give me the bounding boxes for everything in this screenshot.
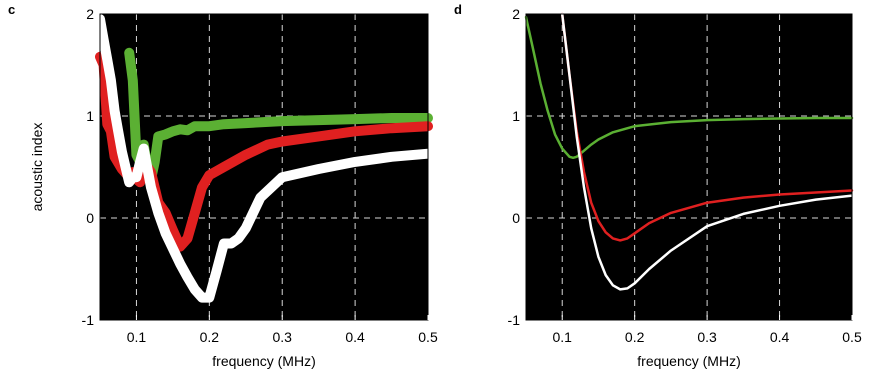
series-line-d-2 (560, 12, 854, 291)
x-tick-label-c: 0.4 (345, 329, 365, 345)
series-group-d (524, 12, 854, 321)
x-tick-label-d: 0.5 (842, 329, 862, 345)
x-tick-label-d: 0.1 (552, 329, 572, 345)
x-tick-label-c: 0.3 (272, 329, 292, 345)
x-axis-label-d: frequency (MHz) (637, 353, 740, 369)
panel-letter-d: d (454, 2, 462, 17)
y-axis-label-c: acoustic index (29, 123, 45, 212)
x-ticks-c: 0.1 0.2 0.3 0.4 0.5 (127, 315, 438, 345)
panel-d: d 0.1 0.2 0.3 0.4 0.5 -1 0 1 2 frequency (MHz) (454, 2, 862, 369)
y-ticks-c: -1 0 1 2 (82, 6, 95, 328)
x-ticks-d: 0.1 0.2 0.3 0.4 0.5 (552, 315, 862, 345)
x-tick-label-c: 0.2 (200, 329, 220, 345)
x-tick-label-d: 0.2 (625, 329, 645, 345)
axis-frame-c (99, 13, 429, 321)
panel-letter-c: c (8, 2, 15, 17)
axis-frame-d (525, 13, 853, 321)
series-line-d-1 (560, 12, 854, 242)
x-tick-label-c: 0.1 (127, 329, 147, 345)
y-tick-label-c: 0 (86, 210, 94, 226)
grid-d (526, 14, 852, 320)
y-tick-label-d: -1 (508, 312, 521, 328)
plot-area-d (526, 14, 852, 320)
x-tick-label-d: 0.4 (770, 329, 790, 345)
y-tick-label-c: 1 (86, 108, 94, 124)
series-group-c (95, 13, 433, 321)
series-line-c-1 (95, 51, 433, 252)
x-tick-label-c: 0.5 (418, 329, 438, 345)
series-line-c-2 (95, 14, 433, 303)
x-tick-label-d: 0.3 (697, 329, 717, 345)
y-tick-label-d: 2 (512, 6, 520, 22)
y-tick-label-c: 2 (86, 6, 94, 22)
x-axis-label-c: frequency (MHz) (212, 353, 315, 369)
y-ticks-d: -1 0 1 2 (508, 6, 521, 328)
series-line-d-0 (524, 15, 854, 160)
grid-c (100, 14, 428, 320)
y-tick-label-c: -1 (82, 312, 95, 328)
y-tick-label-d: 0 (512, 210, 520, 226)
y-tick-label-d: 1 (512, 108, 520, 124)
